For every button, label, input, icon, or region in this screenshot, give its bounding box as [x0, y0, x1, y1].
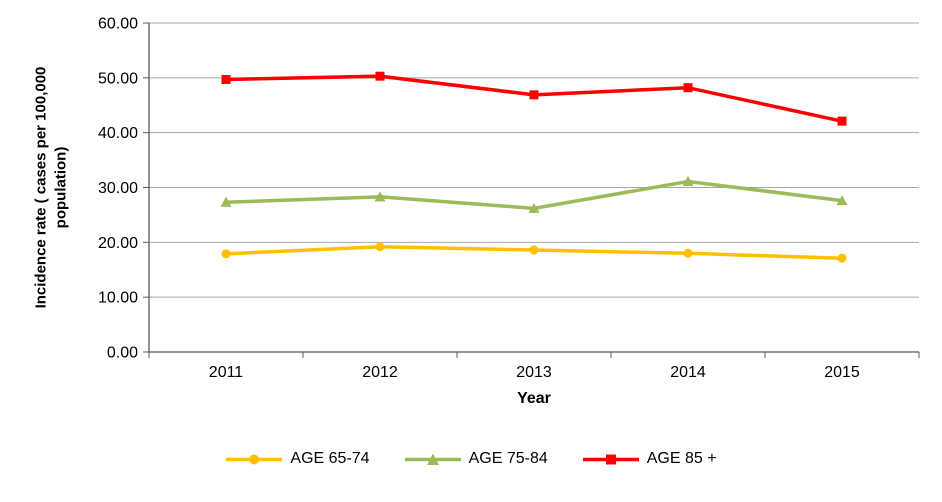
- legend-swatch: [404, 453, 461, 465]
- circle-marker-icon: [221, 249, 231, 259]
- circle-marker-icon: [249, 454, 260, 464]
- y-tick-label: 30.00: [98, 180, 138, 197]
- legend-swatch: [226, 454, 283, 464]
- legend-item-age-85-plus: AGE 85 +: [582, 450, 717, 468]
- square-marker-icon: [221, 74, 231, 84]
- y-tick-label: 10.00: [98, 290, 138, 307]
- x-tick-label: 2011: [209, 364, 244, 381]
- circle-marker-icon: [375, 242, 385, 252]
- y-tick-label: 40.00: [98, 125, 138, 142]
- triangle-marker-icon: [682, 175, 694, 186]
- circle-marker-icon: [837, 253, 847, 263]
- square-marker-icon: [375, 71, 385, 81]
- square-marker-icon: [683, 83, 693, 93]
- square-marker-icon: [529, 90, 539, 100]
- legend-item-age-75-84: AGE 75-84: [404, 450, 548, 468]
- triangle-marker-icon: [220, 196, 232, 207]
- x-axis-title: Year: [517, 390, 551, 407]
- triangle-marker-icon: [426, 453, 439, 465]
- y-tick-label: 60.00: [98, 16, 138, 33]
- triangle-marker-icon: [374, 191, 386, 202]
- circle-marker-icon: [529, 245, 539, 255]
- circle-marker-icon: [683, 248, 693, 258]
- y-tick-label: 20.00: [98, 235, 138, 252]
- x-tick-label: 2012: [362, 364, 398, 381]
- square-marker-icon: [837, 116, 847, 126]
- x-tick-label: 2015: [824, 364, 860, 381]
- square-marker-icon: [605, 454, 616, 464]
- x-tick-label: 2014: [670, 364, 706, 381]
- y-tick-label: 50.00: [98, 70, 138, 87]
- legend-item-age-65-74: AGE 65-74: [225, 450, 370, 468]
- legend-swatch: [582, 454, 639, 464]
- x-tick-label: 2013: [516, 364, 552, 381]
- triangle-marker-icon: [528, 202, 540, 213]
- y-tick-label: 0.00: [107, 345, 138, 362]
- legend: AGE 65-74 AGE 75-84 AGE 85 +: [0, 450, 942, 468]
- legend-label: AGE 65-74: [290, 450, 370, 467]
- triangle-marker-icon: [836, 195, 848, 206]
- legend-label: AGE 85 +: [646, 450, 717, 467]
- legend-label: AGE 75-84: [468, 450, 548, 467]
